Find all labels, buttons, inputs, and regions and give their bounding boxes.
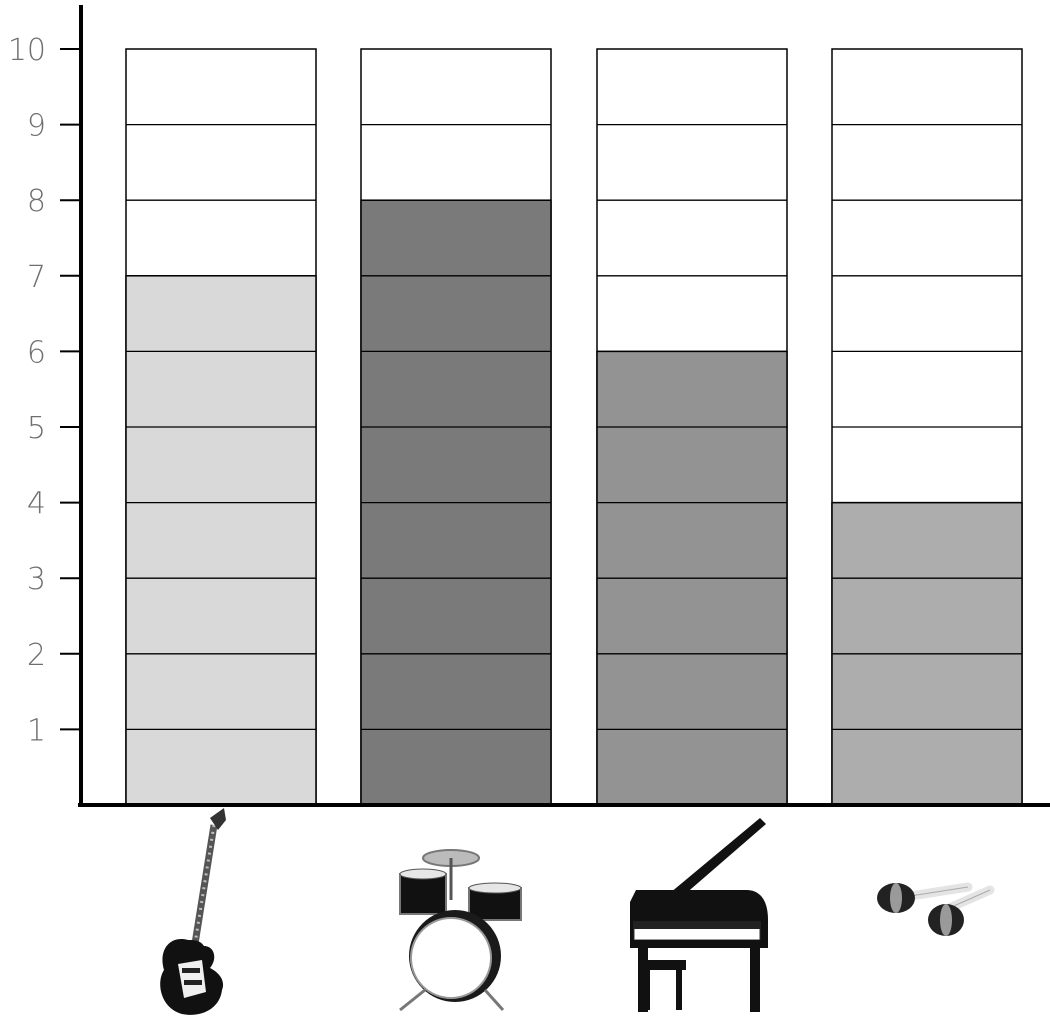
- y-axis-ticks: 1 2 3 4 5 6 7 8 9 10: [8, 33, 81, 748]
- y-tick-label: 4: [27, 487, 46, 522]
- grand-piano-icon: [630, 818, 768, 1012]
- y-tick-label: 2: [27, 638, 46, 673]
- y-tick-label: 8: [27, 184, 46, 219]
- bar-guitar: [125, 275, 317, 806]
- y-tick-label: 6: [27, 335, 46, 370]
- maracas-icon: [877, 882, 995, 936]
- y-tick-label: 7: [27, 260, 46, 295]
- y-tick-label: 5: [27, 411, 46, 446]
- bars-layer: [125, 48, 1023, 806]
- guitar-icon: [160, 808, 226, 1015]
- y-tick-label: 10: [8, 33, 46, 68]
- y-tick-label: 9: [27, 109, 46, 144]
- y-tick-label: 1: [27, 713, 46, 748]
- y-tick-label: 3: [27, 562, 46, 597]
- drum-kit-icon: [399, 849, 522, 1012]
